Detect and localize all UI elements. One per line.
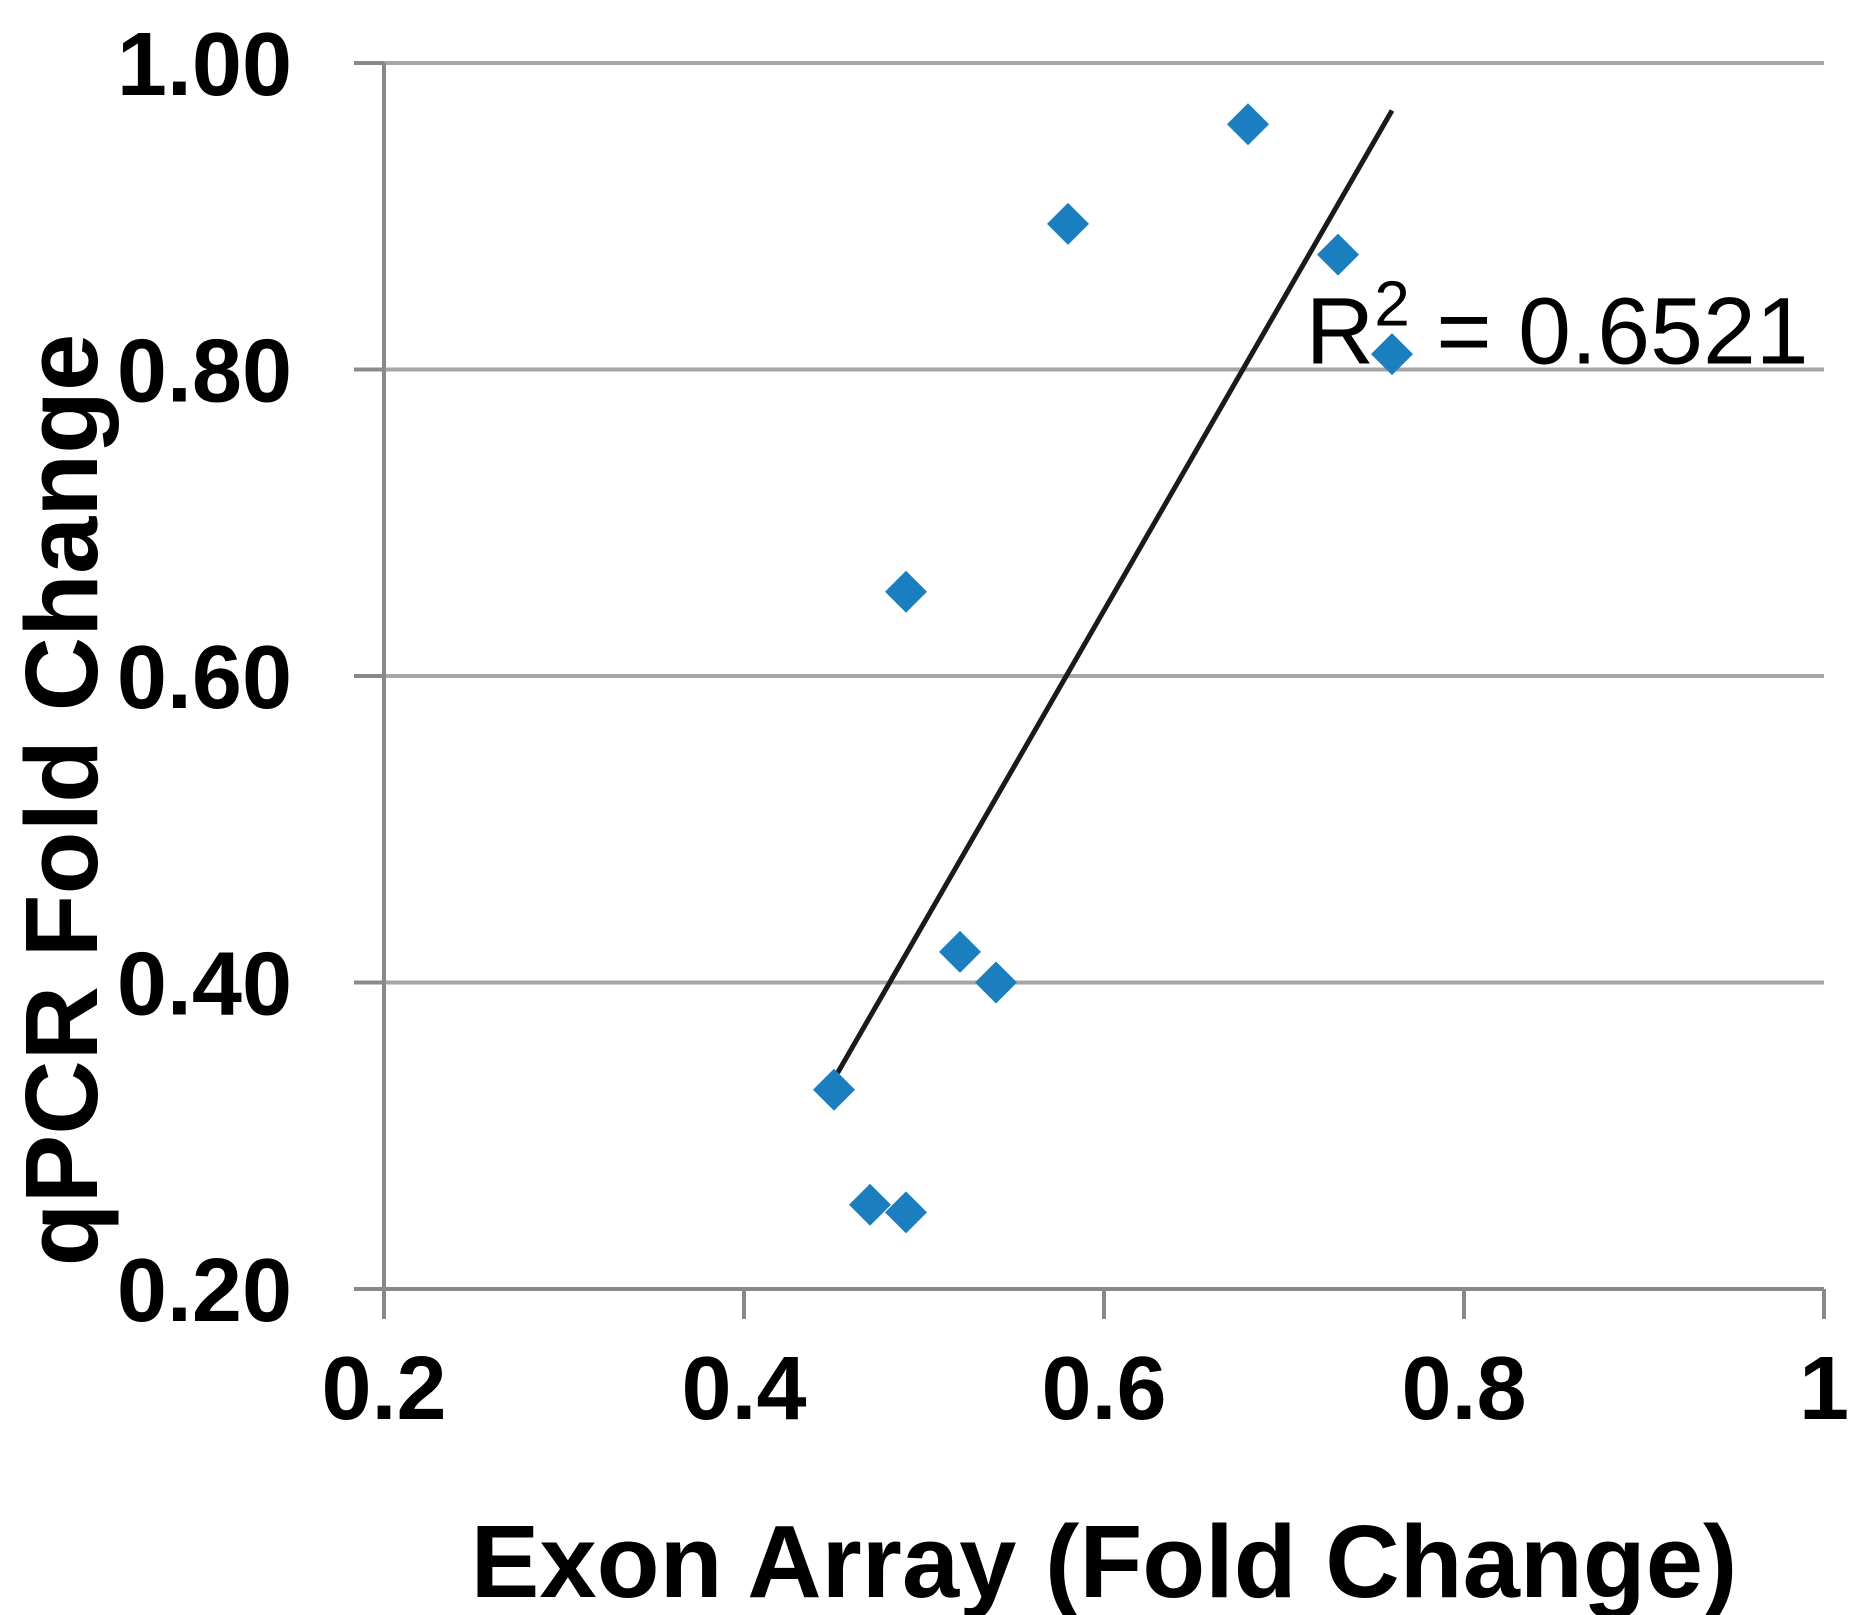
trendline xyxy=(835,109,1395,1075)
data-points-group xyxy=(813,103,1413,1234)
gridlines-group xyxy=(384,61,1824,985)
r-squared-annotation: R2 = 0.6521 xyxy=(1306,267,1809,384)
y-tick-label: 0.40 xyxy=(117,935,292,1035)
data-point xyxy=(1317,233,1359,276)
y-tick-label: 0.80 xyxy=(117,322,292,422)
tick-labels-group: 0.20 0.40 0.60 0.80 1.00 0.2 0.4 0.6 0.8 1 xyxy=(117,15,1849,1439)
trendline-group xyxy=(835,109,1395,1075)
data-point xyxy=(1047,202,1089,245)
x-tick-label: 0.6 xyxy=(1041,1339,1166,1439)
data-point xyxy=(939,930,981,973)
data-point xyxy=(1371,333,1413,376)
data-point xyxy=(813,1068,855,1111)
x-tick-label: 1 xyxy=(1799,1339,1849,1439)
x-tick-label: 0.8 xyxy=(1401,1339,1526,1439)
x-tick-label: 0.4 xyxy=(681,1339,806,1439)
data-point xyxy=(1227,103,1269,146)
y-tick-label: 0.60 xyxy=(117,628,292,728)
x-tick-label: 0.2 xyxy=(321,1339,446,1439)
data-point xyxy=(849,1183,891,1226)
y-tick-label: 1.00 xyxy=(117,15,292,115)
y-tick-label: 0.20 xyxy=(117,1241,292,1341)
tick-marks-group xyxy=(354,61,1826,1319)
data-point xyxy=(885,570,927,613)
y-axis-title: qPCR Fold Change xyxy=(4,334,119,1267)
axes-group xyxy=(382,63,1824,1291)
data-point xyxy=(975,961,1017,1004)
data-point xyxy=(885,1191,927,1234)
x-axis-title: Exon Array (Fold Change) xyxy=(471,1504,1738,1615)
